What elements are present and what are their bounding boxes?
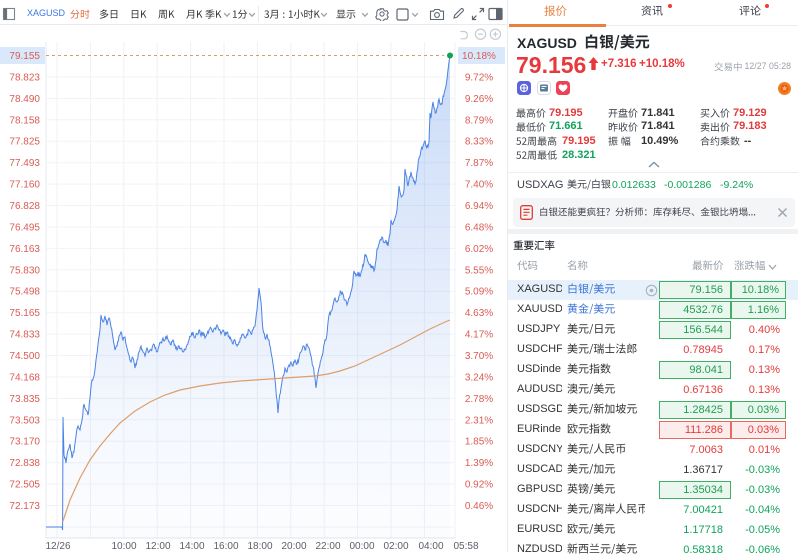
svg-text:77.160: 77.160 <box>9 180 40 191</box>
svg-text:7.40%: 7.40% <box>465 180 493 191</box>
svg-text:74.500: 74.500 <box>9 351 40 362</box>
svg-text:16:00: 16:00 <box>213 541 238 552</box>
svg-text:78.490: 78.490 <box>9 94 40 105</box>
svg-text:18:00: 18:00 <box>247 541 272 552</box>
svg-text:74.168: 74.168 <box>9 372 40 383</box>
svg-text:0.92%: 0.92% <box>465 480 493 491</box>
svg-text:6.02%: 6.02% <box>465 244 493 255</box>
svg-text:6.94%: 6.94% <box>465 201 493 212</box>
svg-text:77.493: 77.493 <box>9 158 40 169</box>
svg-text:8.33%: 8.33% <box>465 137 493 148</box>
svg-text:76.495: 76.495 <box>9 222 40 233</box>
svg-text:6.48%: 6.48% <box>465 222 493 233</box>
svg-text:1.39%: 1.39% <box>465 458 493 469</box>
svg-text:12/26: 12/26 <box>45 541 70 552</box>
svg-text:76.828: 76.828 <box>9 201 40 212</box>
svg-text:78.158: 78.158 <box>9 115 40 126</box>
svg-text:4.17%: 4.17% <box>465 330 493 341</box>
svg-text:8.79%: 8.79% <box>465 115 493 126</box>
svg-text:5.09%: 5.09% <box>465 287 493 298</box>
svg-text:3.24%: 3.24% <box>465 372 493 383</box>
svg-text:0.46%: 0.46% <box>465 501 493 512</box>
svg-text:12:00: 12:00 <box>145 541 170 552</box>
svg-text:4.63%: 4.63% <box>465 308 493 319</box>
svg-text:10.18%: 10.18% <box>462 51 496 62</box>
svg-text:77.825: 77.825 <box>9 137 40 148</box>
svg-text:74.833: 74.833 <box>9 330 40 341</box>
svg-text:78.823: 78.823 <box>9 72 40 83</box>
svg-text:75.498: 75.498 <box>9 287 40 298</box>
svg-text:20:00: 20:00 <box>281 541 306 552</box>
svg-text:5.55%: 5.55% <box>465 265 493 276</box>
svg-text:02:00: 02:00 <box>383 541 408 552</box>
svg-text:73.835: 73.835 <box>9 394 40 405</box>
svg-text:04:00: 04:00 <box>418 541 443 552</box>
svg-text:22:00: 22:00 <box>315 541 340 552</box>
svg-text:10:00: 10:00 <box>111 541 136 552</box>
svg-text:75.165: 75.165 <box>9 308 40 319</box>
svg-text:72.838: 72.838 <box>9 458 40 469</box>
svg-text:00:00: 00:00 <box>349 541 374 552</box>
svg-text:3.70%: 3.70% <box>465 351 493 362</box>
svg-text:73.503: 73.503 <box>9 415 40 426</box>
svg-text:76.163: 76.163 <box>9 244 40 255</box>
svg-text:14:00: 14:00 <box>179 541 204 552</box>
svg-text:7.87%: 7.87% <box>465 158 493 169</box>
svg-text:2.31%: 2.31% <box>465 415 493 426</box>
svg-text:9.26%: 9.26% <box>465 94 493 105</box>
svg-text:9.72%: 9.72% <box>465 72 493 83</box>
svg-text:1.85%: 1.85% <box>465 437 493 448</box>
svg-text:79.155: 79.155 <box>9 51 40 62</box>
svg-text:72.505: 72.505 <box>9 480 40 491</box>
svg-text:75.830: 75.830 <box>9 265 40 276</box>
svg-text:05:58: 05:58 <box>453 541 478 552</box>
svg-text:2.78%: 2.78% <box>465 394 493 405</box>
svg-text:73.170: 73.170 <box>9 437 40 448</box>
svg-text:72.173: 72.173 <box>9 501 40 512</box>
